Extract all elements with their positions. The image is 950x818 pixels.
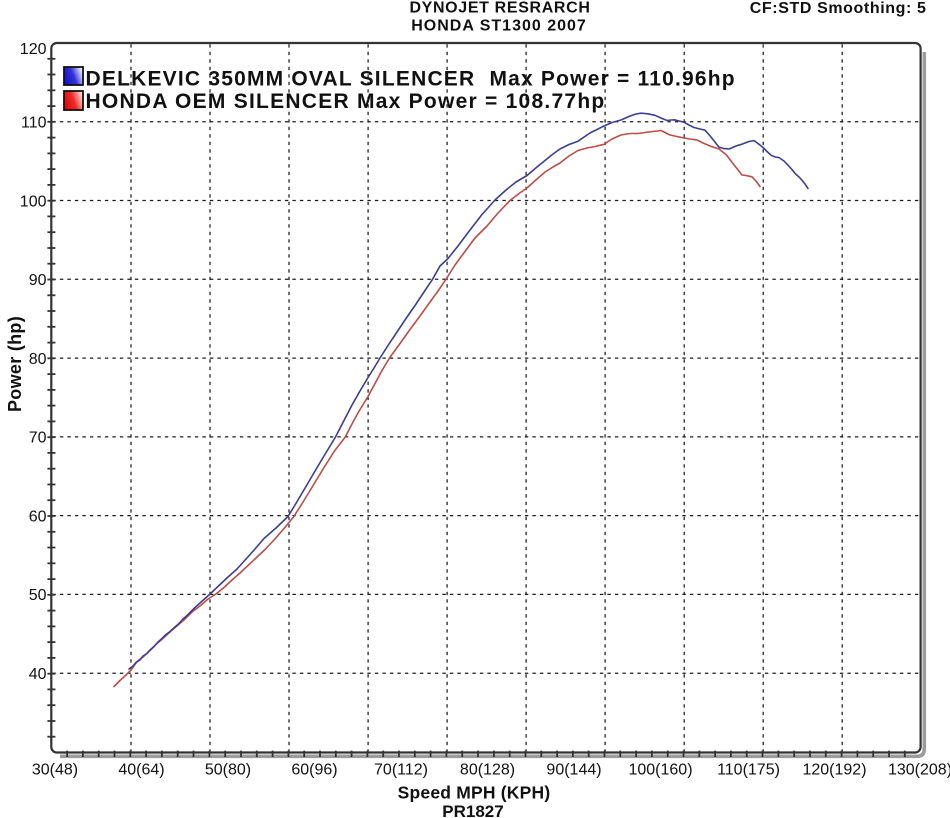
svg-text:80(128): 80(128) xyxy=(460,762,515,779)
svg-text:120: 120 xyxy=(20,41,47,58)
svg-text:130(208): 130(208) xyxy=(888,762,950,779)
svg-text:90: 90 xyxy=(29,272,47,289)
svg-text:40(64): 40(64) xyxy=(118,762,164,779)
svg-text:120(192): 120(192) xyxy=(802,762,866,779)
svg-text:80: 80 xyxy=(29,351,47,368)
svg-text:60(96): 60(96) xyxy=(291,762,337,779)
svg-text:Power (hp): Power (hp) xyxy=(5,316,25,412)
svg-text:HONDA ST1300 2007: HONDA ST1300 2007 xyxy=(411,18,587,35)
svg-text:110: 110 xyxy=(21,115,47,132)
svg-text:50: 50 xyxy=(29,587,47,604)
svg-text:30(48): 30(48) xyxy=(32,762,78,779)
svg-text:50(80): 50(80) xyxy=(205,762,251,779)
svg-text:110(175): 110(175) xyxy=(717,762,780,779)
svg-text:100(160): 100(160) xyxy=(628,762,692,779)
svg-text:HONDA OEM SILENCER Max Power =: HONDA OEM SILENCER Max Power = 108.77hp xyxy=(86,90,606,113)
svg-text:DELKEVIC 350MM OVAL SILENCER: DELKEVIC 350MM OVAL SILENCER Max Power =… xyxy=(86,67,736,90)
svg-text:100: 100 xyxy=(20,193,47,210)
svg-text:PR1827: PR1827 xyxy=(442,802,503,818)
svg-text:DYNOJET RESRARCH: DYNOJET RESRARCH xyxy=(409,0,590,17)
svg-text:40: 40 xyxy=(29,666,47,683)
svg-text:Speed MPH (KPH): Speed MPH (KPH) xyxy=(398,782,551,802)
svg-text:90(144): 90(144) xyxy=(546,762,601,779)
svg-text:70(112): 70(112) xyxy=(374,762,428,779)
svg-text:CF:STD Smoothing: 5: CF:STD Smoothing: 5 xyxy=(750,0,927,17)
svg-text:70: 70 xyxy=(29,430,47,447)
svg-text:60: 60 xyxy=(29,508,47,525)
